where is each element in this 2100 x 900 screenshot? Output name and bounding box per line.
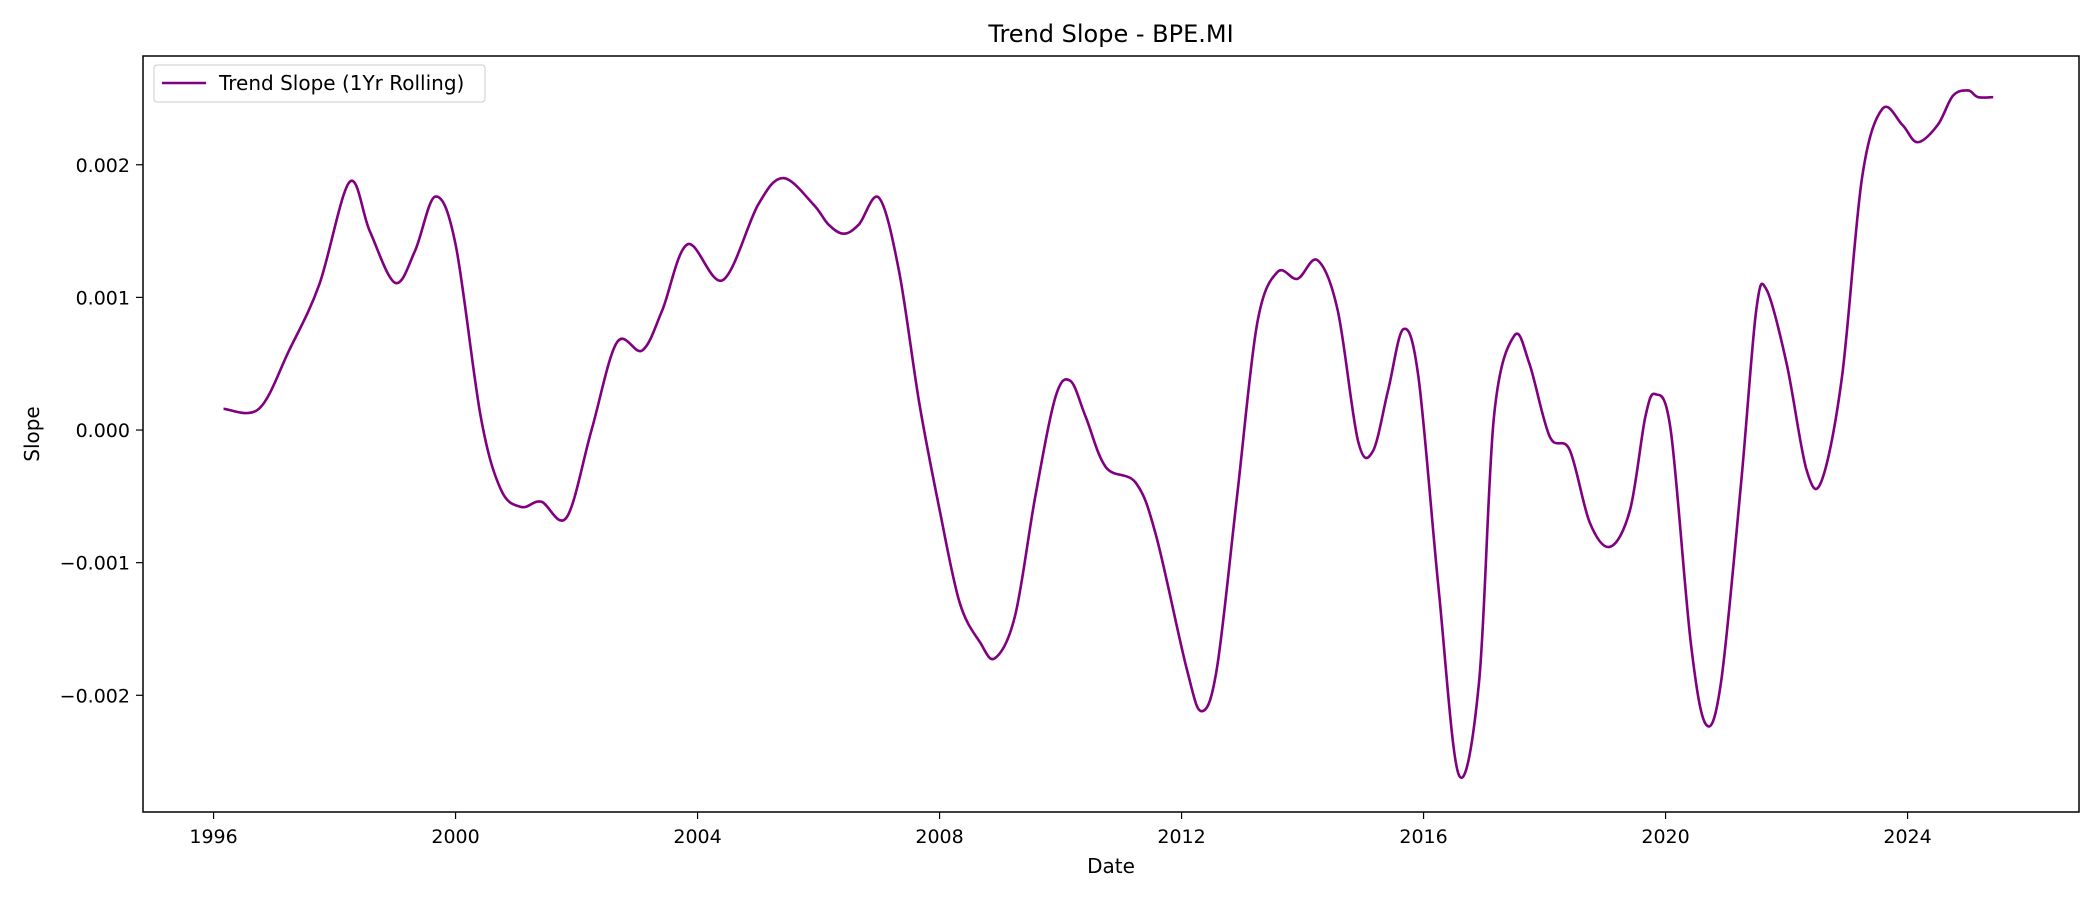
x-axis: 1996 2000 2004 2008 2012 2016 2020 2024	[189, 812, 1932, 848]
y-axis-title: Slope	[20, 406, 44, 462]
plot-series	[223, 89, 1994, 779]
y-tick-label: 0.001	[76, 287, 130, 309]
x-tick-label: 2004	[673, 826, 721, 848]
plot-frame	[142, 55, 2080, 813]
x-axis-title: Date	[1087, 854, 1135, 878]
series-line-0	[223, 89, 1994, 779]
y-tick-label: 0.002	[76, 155, 130, 177]
x-tick-label: 2008	[915, 826, 963, 848]
x-tick-label: 2012	[1157, 826, 1205, 848]
y-tick-label: −0.001	[60, 553, 130, 575]
x-tick-label: 2016	[1399, 826, 1447, 848]
legend: Trend Slope (1Yr Rolling)	[153, 64, 486, 103]
legend-box	[153, 64, 486, 103]
legend-label: Trend Slope (1Yr Rolling)	[218, 71, 464, 95]
chart-title: Trend Slope - BPE.MI	[987, 20, 1233, 48]
y-tick-label: −0.002	[60, 685, 130, 707]
y-axis: 0.002 0.001 0.000 −0.001 −0.002	[60, 155, 143, 707]
y-tick-label: 0.000	[76, 420, 130, 442]
x-tick-label: 2000	[431, 826, 479, 848]
x-tick-label: 2020	[1641, 826, 1689, 848]
x-tick-label: 2024	[1883, 826, 1931, 848]
x-tick-label: 1996	[189, 826, 237, 848]
